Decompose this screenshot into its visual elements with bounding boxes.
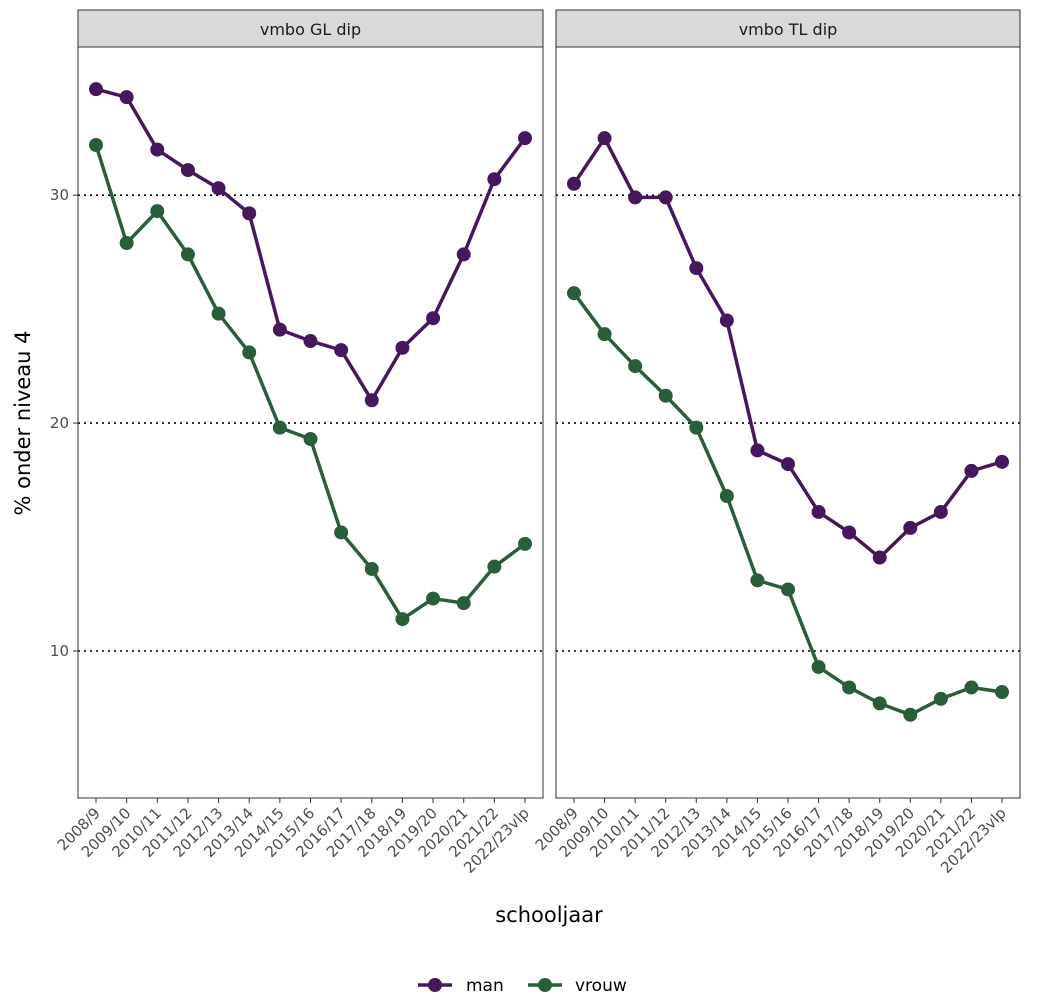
point: [364, 561, 379, 576]
point: [719, 489, 734, 504]
point: [119, 236, 134, 251]
point: [597, 131, 612, 146]
y-axis-label: % onder niveau 4: [11, 330, 35, 515]
point: [89, 138, 103, 153]
point: [334, 343, 349, 358]
point: [781, 457, 795, 472]
point: [933, 504, 948, 519]
point: [180, 163, 195, 178]
point: [426, 311, 441, 326]
point: [933, 691, 948, 706]
point: [303, 334, 318, 349]
point: [518, 131, 532, 146]
point: [487, 172, 502, 187]
point: [334, 525, 349, 540]
point: [518, 536, 532, 551]
x-axis-label: schooljaar: [495, 903, 603, 927]
point: [964, 680, 979, 695]
point: [750, 443, 765, 458]
point: [811, 504, 826, 519]
panel-border: [555, 46, 1021, 799]
point: [150, 204, 165, 219]
point: [150, 142, 165, 157]
point: [995, 685, 1009, 700]
point: [426, 591, 441, 606]
facet-strip: [77, 9, 544, 48]
point: [689, 261, 704, 276]
y-tick-label: 30: [50, 186, 69, 204]
point: [567, 176, 581, 191]
point: [567, 286, 581, 301]
point: [964, 463, 979, 478]
point: [180, 247, 195, 262]
point: [242, 345, 257, 360]
y-tick-label: 20: [50, 414, 69, 432]
point: [628, 359, 643, 374]
point: [872, 550, 887, 565]
point: [719, 313, 734, 328]
point: [842, 525, 857, 540]
panel-border: [77, 46, 544, 799]
point: [456, 247, 471, 262]
point: [689, 420, 704, 435]
line: [572, 292, 1003, 717]
point: [395, 340, 410, 355]
point: [303, 432, 318, 447]
point: [903, 707, 918, 722]
legend-marker: [428, 978, 442, 992]
legend-marker: [538, 978, 552, 992]
point: [658, 190, 673, 205]
point: [781, 582, 795, 597]
point: [272, 322, 287, 337]
point: [456, 596, 471, 611]
point: [658, 388, 673, 403]
facet-title: vmbo TL dip: [739, 20, 838, 39]
point: [872, 696, 887, 711]
point: [487, 559, 502, 574]
point: [750, 573, 765, 588]
point: [211, 181, 226, 196]
point: [811, 659, 826, 674]
facet-title: vmbo GL dip: [260, 20, 361, 39]
point: [995, 454, 1009, 469]
point: [272, 420, 287, 435]
line: [95, 87, 527, 403]
y-tick-label: 10: [50, 642, 69, 660]
point: [364, 393, 379, 408]
point: [842, 680, 857, 695]
point: [211, 306, 226, 321]
point: [597, 327, 612, 342]
point: [903, 520, 918, 535]
legend-label: vrouw: [575, 976, 627, 996]
point: [242, 206, 257, 221]
point: [628, 190, 643, 205]
point: [119, 90, 134, 105]
legend-label: man: [466, 976, 504, 996]
point: [395, 612, 410, 627]
point: [89, 82, 103, 97]
